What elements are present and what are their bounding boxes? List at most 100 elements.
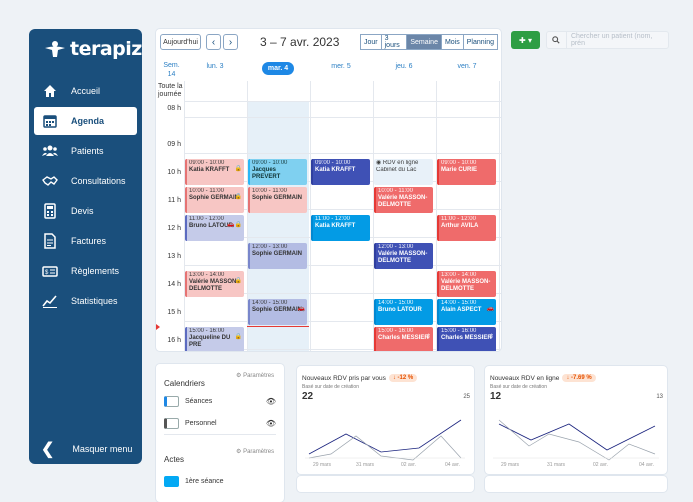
add-event-button[interactable]: ✚ ▾ bbox=[511, 31, 540, 49]
appointment-event[interactable]: 10:00 - 11:00 Sophie GERMAIN 🔒 bbox=[185, 187, 244, 213]
sidebar-item-patients[interactable]: Patients bbox=[34, 137, 137, 165]
sidebar-item-statistiques[interactable]: Statistiques bbox=[34, 287, 137, 315]
event-status-icon: ⇕ bbox=[425, 334, 431, 340]
collapse-menu-button[interactable]: ❮ Masquer menu bbox=[41, 439, 132, 459]
act-label: 1ère séance bbox=[185, 478, 224, 485]
event-time: 11:00 - 12:00 bbox=[315, 216, 350, 222]
hour-label: 14 h bbox=[167, 281, 181, 288]
appointment-event[interactable]: 15:00 - 16:00 Jacqueline DU PRE 🔒 bbox=[185, 327, 244, 351]
calendars-title: Calendriers bbox=[164, 379, 205, 388]
calendar-toggle-personnel[interactable]: Personnel 👁 bbox=[164, 418, 276, 429]
grid-hline bbox=[184, 293, 501, 294]
acts-title: Actes bbox=[164, 455, 185, 464]
eye-icon[interactable]: 👁 bbox=[265, 419, 276, 428]
sidebar-item-rglements[interactable]: $ Règlements bbox=[34, 257, 137, 285]
grid-hline bbox=[184, 117, 501, 118]
appointment-event[interactable]: 09:00 - 10:00 Katia KRAFFT bbox=[311, 159, 370, 185]
grid-vline bbox=[184, 81, 185, 351]
event-status-icon: 🚗 bbox=[297, 306, 305, 312]
event-patient: Jacques PREVERT bbox=[252, 167, 281, 180]
event-patient: Valérie MASSON-DELMOTTE bbox=[189, 279, 239, 292]
prev-week-button[interactable]: ‹ bbox=[206, 34, 221, 50]
event-time: 14:00 - 15:00 bbox=[441, 300, 477, 306]
event-patient: Sophie GERMAIN bbox=[252, 307, 303, 313]
day-header[interactable]: ven. 7 bbox=[457, 63, 477, 70]
personnel-checkbox[interactable] bbox=[164, 418, 179, 429]
view-button-mois[interactable]: Mois bbox=[440, 34, 464, 50]
event-time: 09:00 - 10:00 bbox=[189, 160, 225, 166]
grid-vline bbox=[499, 81, 500, 351]
sidebar-item-accueil[interactable]: Accueil bbox=[34, 77, 137, 105]
patients-icon bbox=[41, 143, 59, 159]
today-button[interactable]: Aujourd'hui bbox=[160, 34, 201, 50]
grid-vline bbox=[373, 81, 374, 351]
seances-checkbox[interactable] bbox=[164, 396, 179, 407]
brand-logo[interactable]: terapiz bbox=[44, 37, 142, 61]
sidebar-item-label: Statistiques bbox=[71, 296, 118, 306]
appointment-event[interactable]: 15:00 - 16:00 Charles MESSIER ⇕ bbox=[374, 327, 433, 351]
grid-vline bbox=[247, 81, 248, 351]
view-switcher: Jour 3 jours Semaine Mois Planning bbox=[360, 34, 498, 50]
appointment-event[interactable]: 11:00 - 12:00 Katia KRAFFT bbox=[311, 215, 370, 241]
sidebar-item-devis[interactable]: Devis bbox=[34, 197, 137, 225]
day-header[interactable]: jeu. 6 bbox=[395, 63, 413, 70]
current-time-marker bbox=[156, 324, 160, 330]
sidebar-item-factures[interactable]: Factures bbox=[34, 227, 137, 255]
chevron-left-icon: ❮ bbox=[41, 441, 55, 458]
online-slot[interactable]: ◉ RDV en ligne Cabinet du Lac bbox=[374, 159, 433, 185]
appointment-event[interactable]: 11:00 - 12:00 Bruno LATOUR 🚗🔒 bbox=[185, 215, 244, 241]
view-button-planning[interactable]: Planning bbox=[462, 34, 498, 50]
view-button-jour[interactable]: Jour bbox=[360, 34, 382, 50]
appointment-event[interactable]: 09:00 - 10:00 Marie CURIE bbox=[437, 159, 496, 185]
event-time: 11:00 - 12:00 bbox=[441, 216, 476, 222]
sparkline-series bbox=[498, 419, 656, 461]
calendars-settings-link[interactable]: ⚙ Paramètres bbox=[236, 373, 275, 379]
event-patient: Valérie MASSON-DELMOTTE bbox=[441, 279, 491, 292]
appointment-event[interactable]: 13:00 - 14:00 Valérie MASSON-DELMOTTE bbox=[437, 271, 496, 297]
event-time: 15:00 - 16:00 bbox=[189, 328, 225, 334]
x-tick: 02 avr. bbox=[593, 462, 608, 468]
grid-vline bbox=[436, 81, 437, 351]
appointment-event[interactable]: 12:00 - 13:00 Sophie GERMAIN bbox=[248, 243, 307, 269]
calculator-icon bbox=[41, 203, 59, 219]
eye-icon[interactable]: 👁 bbox=[265, 397, 276, 406]
day-header[interactable]: mar. 4 bbox=[247, 61, 309, 75]
appointment-event[interactable]: 13:00 - 14:00 Valérie MASSON-DELMOTTE 🔒 bbox=[185, 271, 244, 297]
x-tick: 29 mars bbox=[313, 462, 332, 468]
act-item[interactable]: 1ère séance bbox=[164, 476, 224, 487]
sidebar-item-label: Devis bbox=[71, 206, 94, 216]
stat-title: Nouveaux RDV pris par vous ↓ -12 % bbox=[302, 374, 418, 382]
calendar-card: Aujourd'hui ‹ › 3 – 7 avr. 2023 Jour 3 jo… bbox=[156, 29, 501, 351]
calendar-toggle-seances[interactable]: Séances 👁 bbox=[164, 396, 276, 407]
event-patient: Marie CURIE bbox=[441, 167, 478, 173]
view-button-semaine[interactable]: Semaine bbox=[406, 34, 442, 50]
appointment-event[interactable]: 12:00 - 13:00 Valérie MASSON-DELMOTTE bbox=[374, 243, 433, 269]
event-patient: Jacqueline DU PRE bbox=[189, 335, 231, 348]
next-week-button[interactable]: › bbox=[223, 34, 238, 50]
invoice-icon bbox=[41, 233, 59, 249]
appointment-event[interactable]: 11:00 - 12:00 Arthur AVILA bbox=[437, 215, 496, 241]
appointment-event[interactable]: 10:00 - 11:00 Sophie GERMAIN bbox=[248, 187, 307, 213]
appointment-event[interactable]: 14:00 - 15:00 Bruno LATOUR bbox=[374, 299, 433, 325]
day-header[interactable]: lun. 3 bbox=[206, 63, 224, 70]
appointment-event[interactable]: 10:00 - 11:00 Valérie MASSON-DELMOTTE bbox=[374, 187, 433, 213]
sidebar-item-consultations[interactable]: Consultations bbox=[34, 167, 137, 195]
sparkline-series bbox=[308, 435, 462, 461]
appointment-event[interactable]: 14:00 - 15:00 Alain ASPECT 🚗 bbox=[437, 299, 496, 325]
event-time: 09:00 - 10:00 bbox=[252, 160, 288, 166]
day-header[interactable]: mer. 5 bbox=[331, 63, 351, 70]
event-time: 10:00 - 11:00 bbox=[378, 188, 413, 194]
appointment-event[interactable]: 09:00 - 10:00 Jacques PREVERT bbox=[248, 159, 307, 185]
appointment-event[interactable]: 09:00 - 10:00 Katia KRAFFT 🔒 bbox=[185, 159, 244, 185]
acts-settings-link[interactable]: ⚙ Paramètres bbox=[236, 449, 275, 455]
event-patient: Sophie GERMAIN bbox=[252, 195, 303, 201]
sidebar-item-agenda[interactable]: Agenda bbox=[34, 107, 137, 135]
allday-label: Toute la journée bbox=[158, 83, 183, 98]
gear-icon: ⚙ bbox=[236, 373, 242, 379]
appointment-event[interactable]: 15:00 - 16:00 Charles MESSIER ⇕ bbox=[437, 327, 496, 351]
patient-search[interactable]: Chercher un patient (nom, prén bbox=[546, 31, 669, 49]
appointment-event[interactable]: 14:00 - 15:00 Sophie GERMAIN 🚗 bbox=[248, 299, 307, 325]
hour-label: 10 h bbox=[167, 169, 181, 176]
view-button-3-jours[interactable]: 3 jours bbox=[380, 34, 408, 50]
current-time-indicator bbox=[247, 326, 309, 327]
